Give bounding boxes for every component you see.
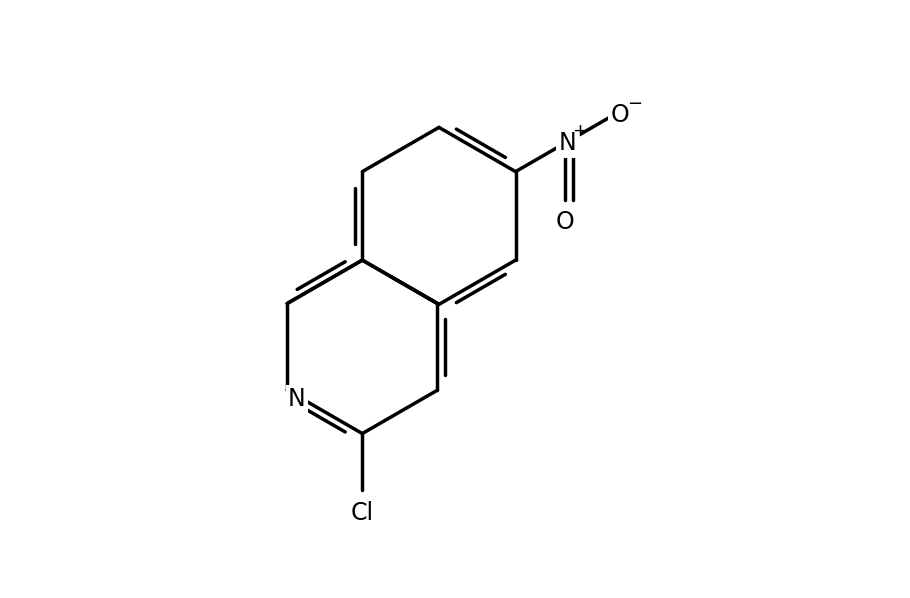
Text: Cl: Cl [350, 501, 374, 525]
Text: N: N [559, 131, 577, 155]
Text: O: O [555, 210, 574, 234]
Text: +: + [572, 122, 587, 141]
Text: O: O [611, 103, 630, 127]
Text: −: − [627, 95, 642, 113]
Text: N: N [288, 387, 306, 411]
